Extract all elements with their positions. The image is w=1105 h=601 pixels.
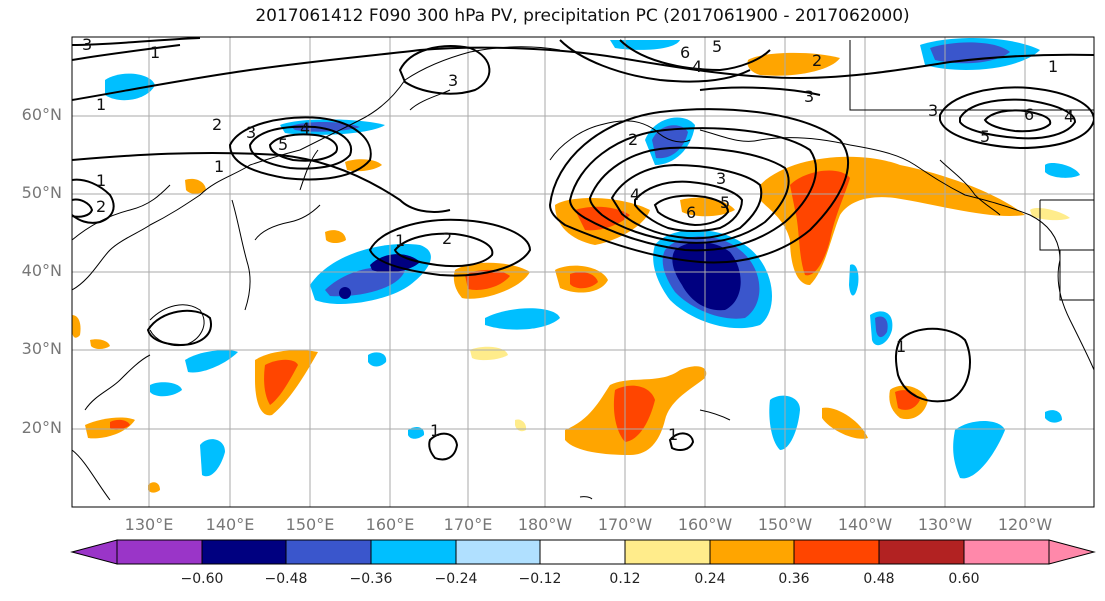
longitude-label: 130°W: [917, 515, 973, 534]
negative-precip-shading: [105, 38, 1080, 479]
pv-contour-label: 2: [212, 115, 222, 134]
latitude-label: 60°N: [21, 105, 62, 124]
pv-contour-label: 4: [1064, 107, 1074, 126]
pv-contour-label: 4: [630, 185, 640, 204]
colorbar-tick-label: 0.12: [609, 571, 641, 587]
colorbar-tick-label: −0.60: [180, 571, 224, 587]
pv-contours: [72, 37, 1094, 461]
pv-contour-label: 1: [96, 171, 106, 190]
pv-contour-label: 3: [82, 35, 92, 54]
longitude-label: 120°W: [997, 515, 1053, 534]
pv-contour-label: 5: [980, 127, 990, 146]
colorbar-swatch: [709, 539, 795, 565]
pv-contour-label: 1: [430, 421, 440, 440]
graticule: [72, 37, 1094, 507]
colorbar-tick-label: 0.36: [778, 571, 810, 587]
colorbar-swatch: [793, 539, 880, 565]
plot-frame: [71, 36, 1095, 508]
longitude-label: 160°E: [365, 515, 415, 534]
longitude-label: 150°W: [757, 515, 813, 534]
colorbar-tick-label: −0.12: [518, 571, 562, 587]
colorbar-swatch: [455, 539, 541, 565]
coastlines: [72, 40, 1094, 501]
pv-contour-label: 4: [300, 119, 310, 138]
pv-contour-label: 3: [804, 87, 814, 106]
colorbar: [70, 539, 1096, 565]
latitude-label: 30°N: [21, 339, 62, 358]
pv-contour-label-group: 3 1 1 1 2 2 3 4 5 1 3 1 2 2 4 6 5 3 3 6 …: [82, 35, 1074, 444]
pv-contour-label: 1: [150, 43, 160, 62]
longitude-label: 140°E: [205, 515, 255, 534]
pv-contour-label: 1: [896, 337, 906, 356]
map-plot-area: 3 1 1 1 2 2 3 4 5 1 3 1 2 2 4 6 5 3 3 6 …: [72, 35, 1094, 507]
longitude-label: 170°E: [443, 515, 493, 534]
colorbar-extend-low: [70, 539, 118, 565]
colorbar-swatch: [116, 539, 203, 565]
colorbar-tick-label: 0.48: [863, 571, 895, 587]
longitude-label: 180°W: [517, 515, 573, 534]
pv-contour-label: 2: [96, 197, 106, 216]
latitude-label: 40°N: [21, 261, 62, 280]
colorbar-tick-label: −0.36: [349, 571, 393, 587]
pv-contour-label: 3: [246, 123, 256, 142]
pv-contour-label: 2: [628, 130, 638, 149]
pv-contour-label: 4: [692, 57, 702, 76]
colorbar-swatch: [285, 539, 372, 565]
colorbar-swatch: [624, 539, 711, 565]
pv-contour-label: 6: [1024, 105, 1034, 124]
map-title: 2017061412 F090 300 hPa PV, precipitatio…: [255, 6, 910, 26]
colorbar-tick-label: 0.60: [948, 571, 980, 587]
positive-precip-shading: [72, 52, 1070, 493]
pv-contour-label: 1: [395, 231, 405, 250]
colorbar-swatch: [539, 539, 626, 565]
pv-contour-label: 3: [448, 71, 458, 90]
pv-contour-label: 2: [442, 229, 452, 248]
longitude-label: 170°W: [597, 515, 653, 534]
pv-contour-label: 1: [668, 425, 678, 444]
colorbar-swatch: [963, 539, 1050, 565]
pv-contour-label: 1: [214, 157, 224, 176]
pv-contour-label: 3: [928, 101, 938, 120]
colorbar-extend-high: [1048, 539, 1096, 565]
longitude-label: 150°E: [285, 515, 335, 534]
longitude-label: 140°W: [837, 515, 893, 534]
pv-contour-label: 6: [686, 203, 696, 222]
colorbar-tick-label: −0.24: [434, 571, 478, 587]
pv-contour-label: 5: [720, 193, 730, 212]
colorbar-tick-label: −0.48: [264, 571, 308, 587]
longitude-label: 130°E: [124, 515, 174, 534]
latitude-label: 20°N: [21, 418, 62, 437]
colorbar-swatch: [201, 539, 287, 565]
pv-contour-label: 6: [680, 43, 690, 62]
pv-contour-label: 3: [716, 169, 726, 188]
pv-contour-label: 1: [96, 95, 106, 114]
pv-contour-label: 5: [278, 135, 288, 154]
latitude-label: 50°N: [21, 183, 62, 202]
colorbar-tick-label: 0.24: [694, 571, 726, 587]
pv-contour-label: 2: [812, 51, 822, 70]
longitude-label: 160°W: [677, 515, 733, 534]
colorbar-swatch: [878, 539, 965, 565]
colorbar-swatch: [370, 539, 457, 565]
pv-contour-label: 5: [712, 37, 722, 56]
pv-contour-label: 1: [1048, 57, 1058, 76]
